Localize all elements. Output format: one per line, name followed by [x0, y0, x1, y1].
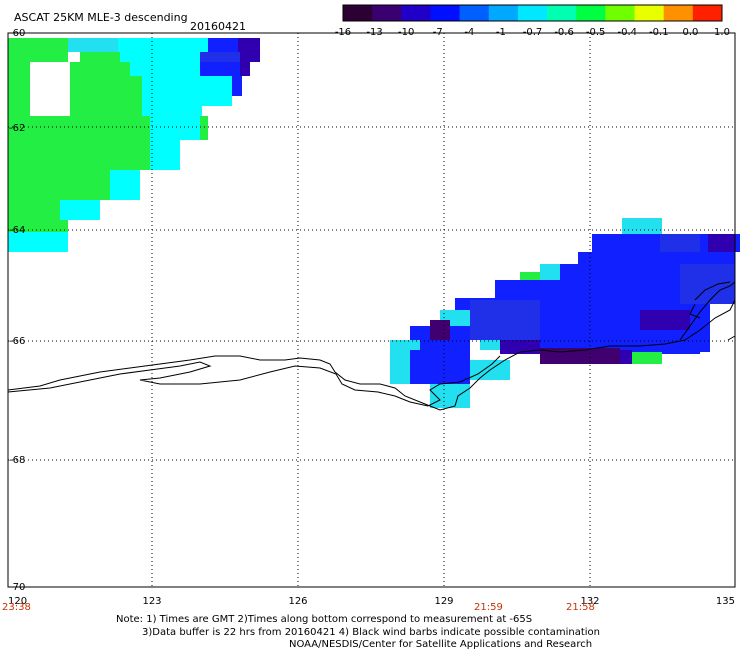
- swath-cell: [110, 170, 140, 200]
- graticule: [8, 33, 735, 587]
- colorbar-swatch: [634, 5, 665, 21]
- swath-cell: [8, 232, 68, 252]
- swath-cell: [70, 62, 130, 76]
- longitude-label: 132: [580, 596, 599, 607]
- colorbar-swatch: [459, 5, 490, 21]
- colorbar-swatch: [401, 5, 431, 21]
- longitude-label: 129: [434, 596, 453, 607]
- swath-cell: [60, 200, 100, 220]
- swath-cell: [118, 38, 208, 52]
- swath-cell: [690, 304, 710, 352]
- latitude-label: -68: [9, 455, 25, 466]
- colorbar-swatch: [692, 5, 723, 21]
- coastline-inner: [7, 355, 501, 407]
- latitude-label: -64: [9, 225, 25, 236]
- time-label: 21:58: [566, 602, 595, 613]
- swath-cell: [8, 38, 68, 52]
- swath-cell: [30, 62, 70, 116]
- swath-cell: [232, 76, 242, 96]
- swath-cell: [8, 62, 30, 76]
- coastline-west: [7, 299, 736, 411]
- swath-cell: [142, 76, 202, 116]
- time-label: 23:38: [2, 602, 31, 613]
- coastline: [7, 281, 736, 411]
- swath-cell: [208, 38, 238, 52]
- swath-cell: [410, 350, 470, 384]
- swath-cell: [632, 352, 662, 364]
- longitude-label: 123: [142, 596, 161, 607]
- coastline-east-tip: [727, 335, 736, 341]
- swath-cell: [120, 52, 200, 62]
- scatterometer-swath: [8, 38, 740, 408]
- swath-cell: [150, 116, 200, 140]
- swath-cell: [480, 340, 500, 350]
- figure-title: ASCAT 25KM MLE-3 descending: [14, 11, 188, 24]
- colorbar-swatch: [343, 5, 373, 21]
- swath-cell: [8, 220, 68, 232]
- colorbar-swatch: [430, 5, 461, 21]
- latitude-label: -70: [9, 582, 25, 593]
- swath-cell: [430, 320, 450, 340]
- latitude-label: -60: [9, 28, 25, 39]
- longitude-label: 135: [716, 596, 735, 607]
- swath-cell: [238, 38, 260, 52]
- colorbar-frame: [342, 4, 723, 22]
- coastline-east-bay: [679, 281, 736, 341]
- footer-credit: NOAA/NESDIS/Center for Satellite Applica…: [289, 639, 593, 650]
- swath-cell: [8, 170, 118, 200]
- swath-cell: [80, 52, 120, 62]
- colorbar-swatch: [547, 5, 577, 21]
- latitude-label: -66: [9, 336, 25, 347]
- footer-note-1: Note: 1) Times are GMT 2)Times along bot…: [116, 614, 533, 625]
- plot-frame: [7, 32, 736, 588]
- swath-cell: [8, 52, 68, 62]
- swath-cell: [202, 76, 232, 106]
- swath-cell: [150, 140, 180, 170]
- swath-cell: [560, 264, 680, 304]
- swath-cell: [680, 264, 735, 304]
- colorbar-swatch: [488, 5, 519, 21]
- swath-cell: [620, 350, 632, 364]
- swath-cell: [200, 52, 240, 62]
- swath-cell: [240, 52, 260, 62]
- colorbar-swatch: [372, 5, 402, 21]
- latitude-label: -62: [9, 123, 25, 134]
- swath-cell: [8, 76, 30, 116]
- footer-note-2: 3)Data buffer is 22 hrs from 20160421 4)…: [142, 627, 600, 638]
- colorbar-swatch: [576, 5, 606, 21]
- colorbar-swatch: [663, 5, 694, 21]
- swath-cell: [708, 234, 735, 252]
- swath-cell: [68, 38, 118, 52]
- swath-cell: [640, 310, 690, 330]
- swath-cell: [470, 300, 540, 340]
- axis-labels: 120 123 126 129 132 135 -60 -62 -64 -66 -68 -70 23:3…: [2, 28, 735, 613]
- figure-date: 20160421: [190, 20, 246, 33]
- colorbar-swatch: [517, 5, 548, 21]
- longitude-label: 126: [288, 596, 307, 607]
- swath-cell: [520, 272, 550, 280]
- colorbar-swatch: [605, 5, 636, 21]
- swath-cell: [622, 218, 662, 234]
- longitude-label: 120: [8, 596, 27, 607]
- swath-cell: [200, 62, 240, 76]
- swath-cell: [660, 234, 700, 252]
- swath-cell: [130, 62, 200, 76]
- swath-cell: [240, 62, 250, 76]
- time-label: 21:59: [474, 602, 503, 613]
- swath-cell: [8, 140, 158, 170]
- coastline-east-outline: [689, 281, 731, 319]
